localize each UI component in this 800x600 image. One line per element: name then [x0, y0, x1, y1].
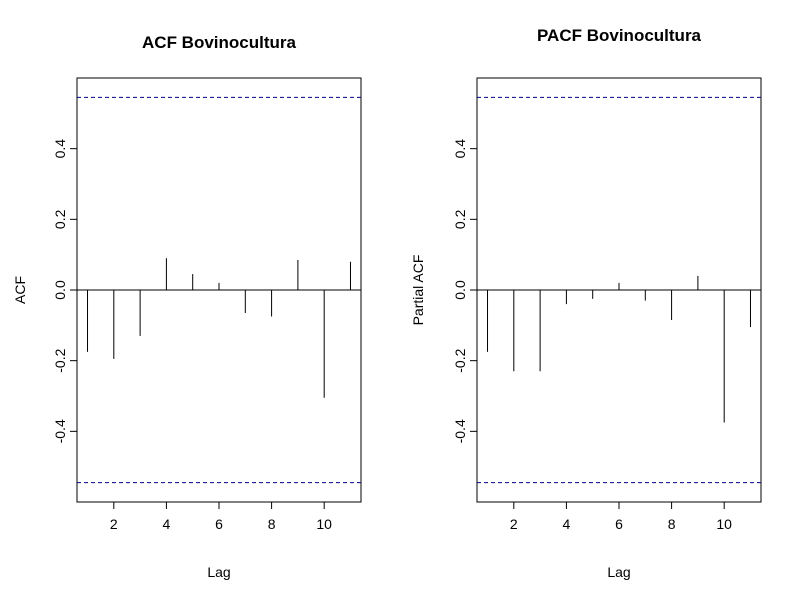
acf-x-tick-label: 8 — [268, 516, 276, 532]
pacf-panel: PACF Bovinocultura 2 4 6 8 10 -0.4 -0.2 0.0 0.2 0.… — [410, 26, 762, 580]
acf-x-tick-label: 4 — [163, 516, 171, 532]
pacf-x-tick-label: 8 — [668, 516, 676, 532]
acf-x-axis-label: Lag — [207, 564, 230, 580]
pacf-y-tick-label: -0.2 — [452, 348, 468, 372]
pacf-y-tick-label: 0.2 — [452, 209, 468, 229]
pacf-x-tick-label: 6 — [615, 516, 623, 532]
pacf-y-axis-label: Partial ACF — [410, 255, 426, 326]
pacf-x-tick-label: 4 — [563, 516, 571, 532]
pacf-x-axis-label: Lag — [607, 564, 630, 580]
acf-x-tick-label: 2 — [110, 516, 118, 532]
acf-y-tick-label: 0.4 — [52, 139, 68, 159]
pacf-y-tick-label: 0.0 — [452, 280, 468, 300]
acf-y-tick-label: 0.0 — [52, 280, 68, 300]
pacf-x-tick-label: 2 — [510, 516, 518, 532]
acf-y-axis-label: ACF — [12, 276, 28, 304]
acf-title: ACF Bovinocultura — [142, 33, 296, 52]
acf-y-tick-label: 0.2 — [52, 209, 68, 229]
acf-x-tick-label: 10 — [316, 516, 332, 532]
acf-y-tick-label: -0.4 — [52, 419, 68, 443]
acf-x-tick-label: 6 — [215, 516, 223, 532]
pacf-title: PACF Bovinocultura — [537, 26, 702, 45]
acf-y-tick-label: -0.2 — [52, 348, 68, 372]
pacf-x-tick-label: 10 — [716, 516, 732, 532]
acf-panel: ACF Bovinocultura 2 4 6 8 10 -0.4 -0.2 0.0 0.2 0.4… — [12, 33, 362, 580]
pacf-y-tick-label: 0.4 — [452, 139, 468, 159]
pacf-y-tick-label: -0.4 — [452, 419, 468, 443]
